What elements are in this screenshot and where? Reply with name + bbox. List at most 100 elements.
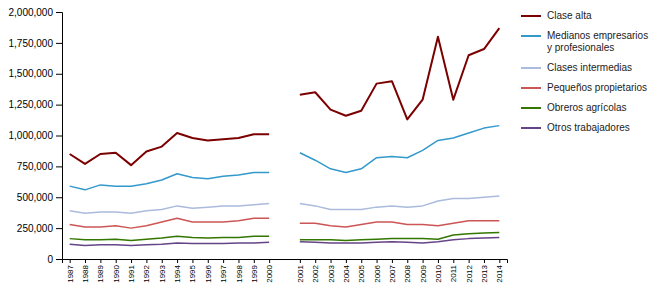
x-tick-mark [346, 259, 347, 263]
legend-label: Clases intermedias [547, 62, 632, 73]
y-tick-mark [56, 43, 62, 44]
x-tick-mark [315, 259, 316, 263]
x-tick: 1999 [250, 259, 259, 283]
x-tick-label: 1997 [219, 264, 228, 282]
x-tick-mark [100, 259, 101, 263]
legend-item: Clases intermedias [521, 62, 632, 73]
x-tick-mark [131, 259, 132, 263]
x-tick: 2005 [357, 259, 366, 283]
x-tick: 2006 [373, 259, 382, 283]
x-tick-label: 1987 [66, 264, 75, 282]
x-tick-label: 1999 [250, 264, 259, 282]
x-tick: 2003 [327, 259, 336, 283]
y-tick-mark [56, 105, 62, 106]
x-tick-mark [392, 259, 393, 263]
x-tick-label: 1990 [112, 264, 121, 282]
x-tick-label: 2004 [342, 264, 351, 282]
x-tick: 1994 [173, 259, 182, 283]
x-tick-mark [438, 259, 439, 263]
x-tick-label: 1992 [142, 264, 151, 282]
y-tick-mark [56, 259, 62, 260]
legend-item: Otros trabajadores [521, 122, 630, 133]
x-tick-mark [85, 259, 86, 263]
y-tick-label: 2,000,000 [9, 7, 54, 18]
x-tick-mark [223, 259, 224, 263]
legend-swatch [521, 35, 541, 37]
x-tick: 1996 [204, 259, 213, 283]
y-tick: 750,000 [17, 161, 62, 172]
y-tick-mark [56, 228, 62, 229]
plot: 0 250,000 500,000 750,000 1,000,000 1,250,000… [9, 7, 508, 283]
x-tick-mark [423, 259, 424, 263]
x-tick-mark [361, 259, 362, 263]
x-tick: 2010 [434, 259, 443, 283]
legend-swatch [521, 15, 541, 17]
legend-label: Medianos empresariosy profesionales [547, 30, 648, 53]
legend-swatch [521, 127, 541, 129]
y-tick-label: 0 [47, 254, 53, 265]
x-tick: 1997 [219, 259, 228, 283]
x-tick-label: 2003 [327, 264, 336, 282]
x-tick-label: 2012 [465, 264, 474, 282]
x-tick-mark [331, 259, 332, 263]
y-tick: 1,000,000 [9, 130, 63, 141]
y-tick-mark [56, 12, 62, 13]
x-tick: 2013 [480, 259, 489, 283]
x-tick-mark [499, 259, 500, 263]
legend-label: Obreros agrícolas [547, 102, 626, 113]
x-tick: 1998 [235, 259, 244, 283]
y-tick: 2,000,000 [9, 7, 63, 18]
x-tick: 1990 [112, 259, 121, 283]
x-tick-label: 2010 [434, 264, 443, 282]
x-tick-mark [162, 259, 163, 263]
series-line [70, 232, 500, 240]
lines [70, 28, 500, 245]
x-tick-mark [70, 259, 71, 263]
x-tick: 1987 [66, 259, 75, 283]
x-tick-mark [300, 259, 301, 263]
x-tick-label: 2011 [449, 264, 458, 282]
x-tick: 2012 [465, 259, 474, 283]
x-axis-line [63, 260, 508, 264]
x-tick: 2014 [495, 259, 504, 283]
x-tick: 1991 [127, 259, 136, 283]
x-tick-mark [238, 259, 239, 263]
y-tick: 0 [47, 254, 62, 265]
x-tick-mark [192, 259, 193, 263]
y-tick-label: 1,000,000 [9, 130, 54, 141]
x-tick-label: 1995 [188, 264, 197, 282]
legend-label: Pequeños propietarios [547, 82, 647, 93]
x-tick-label: 1989 [96, 264, 105, 282]
y-tick: 1,250,000 [9, 99, 63, 110]
x-tick: 1995 [188, 259, 197, 283]
legend-item: Medianos empresariosy profesionales [521, 30, 648, 53]
x-tick-label: 2008 [403, 264, 412, 282]
x-tick-mark [254, 259, 255, 263]
x-tick-label: 2006 [373, 264, 382, 282]
y-axis: 0 250,000 500,000 750,000 1,000,000 1,250,000… [9, 7, 63, 265]
y-tick-mark [56, 136, 62, 137]
y-tick-label: 500,000 [17, 192, 54, 203]
y-tick-label: 1,500,000 [9, 68, 54, 79]
x-tick-label: 2005 [357, 264, 366, 282]
x-tick-mark [484, 259, 485, 263]
x-tick-label: 1994 [173, 264, 182, 282]
x-tick-mark [146, 259, 147, 263]
y-tick-label: 250,000 [17, 223, 54, 234]
x-tick-label: 1991 [127, 264, 136, 282]
y-tick: 250,000 [17, 223, 62, 234]
x-tick-mark [469, 259, 470, 263]
x-tick-label: 2009 [419, 264, 428, 282]
x-tick-label: 1993 [158, 264, 167, 282]
x-tick-mark [208, 259, 209, 263]
y-axis-line [56, 13, 63, 260]
x-tick-label: 2000 [265, 264, 274, 282]
series-line [70, 28, 500, 165]
x-tick-label: 1998 [235, 264, 244, 282]
y-tick-label: 750,000 [17, 161, 54, 172]
x-tick-mark [177, 259, 178, 263]
legend-swatch [521, 87, 541, 89]
legend-label: Otros trabajadores [547, 122, 630, 133]
legend-item: Obreros agrícolas [521, 102, 626, 113]
legend-item: Pequeños propietarios [521, 82, 647, 93]
